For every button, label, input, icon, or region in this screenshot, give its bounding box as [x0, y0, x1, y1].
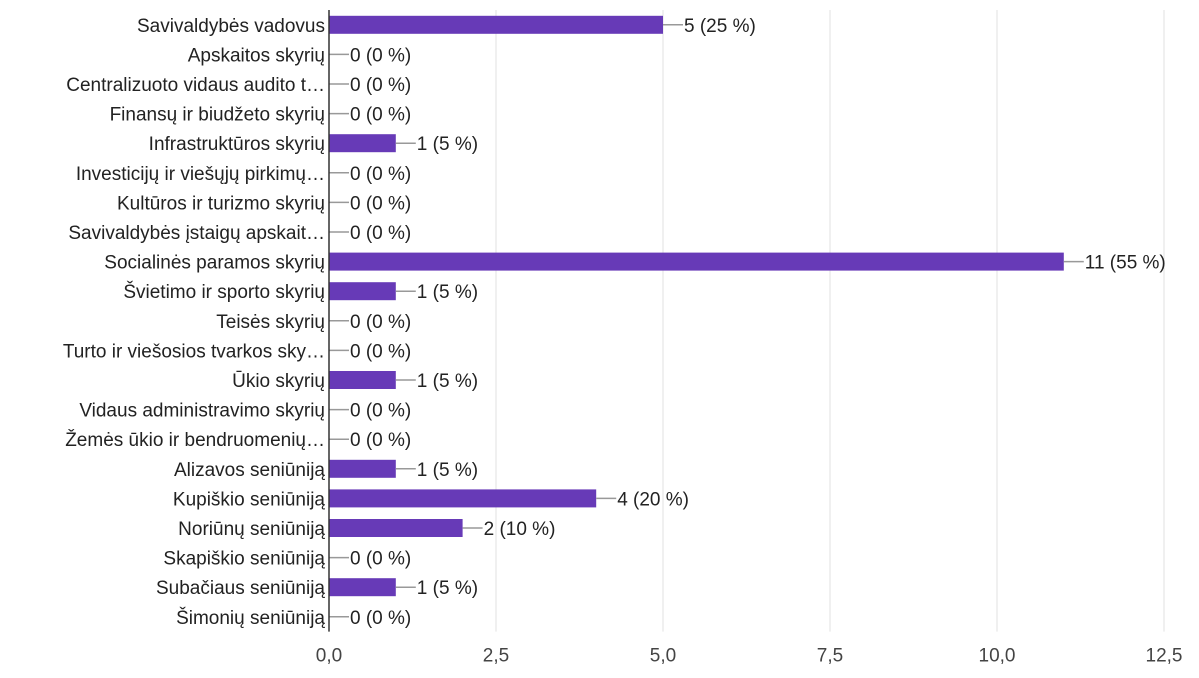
category-label: Infrastruktūros skyrių: [149, 134, 325, 155]
category-label: Socialinės paramos skyrių: [104, 253, 325, 274]
value-label: 2 (10 %): [484, 519, 556, 540]
bar: [329, 489, 597, 508]
value-label: 11 (55 %): [1085, 253, 1166, 274]
category-label: Kupiškio seniūniją: [173, 489, 326, 510]
value-label: 0 (0 %): [350, 549, 411, 570]
category-label: Žemės ūkio ir bendruomenių…: [65, 429, 325, 451]
value-label: 4 (20 %): [617, 489, 689, 510]
value-label: 1 (5 %): [417, 578, 478, 599]
value-label: 0 (0 %): [350, 341, 411, 362]
category-label: Turto ir viešosios tvarkos sky…: [63, 341, 325, 362]
category-label: Kultūros ir turizmo skyrių: [117, 193, 325, 214]
category-label: Švietimo ir sporto skyrių: [123, 281, 325, 303]
value-label: 0 (0 %): [350, 45, 411, 66]
value-label: 0 (0 %): [350, 430, 411, 451]
bar: [329, 282, 396, 301]
value-label: 1 (5 %): [417, 371, 478, 392]
category-label: Subačiaus seniūniją: [156, 578, 325, 599]
value-label: 0 (0 %): [350, 75, 411, 96]
bar: [329, 519, 463, 537]
value-labels: 5 (25 %) 0 (0 %) 0 (0 %) 0 (0 %) 1 (5 %) 0 (0…: [350, 16, 1166, 629]
category-label: Finansų ir biudžeto skyrių: [110, 105, 325, 126]
value-label: 1 (5 %): [417, 460, 478, 481]
bar: [329, 371, 396, 389]
grid-lines: [495, 10, 1165, 632]
category-label: Teisės skyrių: [216, 312, 325, 333]
value-label: 0 (0 %): [350, 223, 411, 244]
x-tick-label: 2,5: [483, 646, 509, 667]
category-label: Investicijų ir viešųjų pirkimų…: [76, 164, 325, 185]
category-label: Savivaldybės įstaigų apskait…: [68, 223, 325, 244]
category-label: Ūkio skyrių: [232, 371, 325, 392]
category-label: Savivaldybės vadovus: [137, 16, 325, 37]
x-axis-ticks: 0,0 2,5 5,0 7,5 10,0 12,5: [316, 646, 1183, 667]
category-label: Skapiškio seniūniją: [163, 549, 325, 570]
value-label: 0 (0 %): [350, 193, 411, 214]
x-tick-label: 12,5: [1146, 646, 1183, 667]
bar: [329, 578, 396, 597]
category-label: Šimonių seniūniją: [176, 607, 325, 629]
bar: [329, 134, 396, 153]
x-tick-label: 5,0: [650, 646, 676, 667]
value-label: 0 (0 %): [350, 608, 411, 629]
value-label: 1 (5 %): [417, 134, 478, 155]
value-label: 1 (5 %): [417, 282, 478, 303]
bar: [329, 252, 1064, 271]
value-label: 0 (0 %): [350, 105, 411, 126]
x-tick-label: 0,0: [316, 646, 342, 667]
value-label: 0 (0 %): [350, 401, 411, 422]
value-label: 0 (0 %): [350, 312, 411, 333]
category-labels: Savivaldybės vadovus Apskaitos skyrių Cent…: [63, 16, 326, 629]
value-label: 0 (0 %): [350, 164, 411, 185]
category-label: Alizavos seniūniją: [174, 460, 325, 481]
category-label: Apskaitos skyrių: [188, 45, 325, 66]
bar: [329, 459, 396, 478]
category-label: Vidaus administravimo skyrių: [79, 401, 325, 422]
value-label: 5 (25 %): [684, 16, 756, 37]
category-label: Noriūnų seniūniją: [178, 519, 325, 540]
bar: [329, 15, 663, 34]
x-tick-label: 7,5: [817, 646, 843, 667]
category-label: Centralizuoto vidaus audito t…: [66, 75, 325, 96]
x-tick-label: 10,0: [979, 646, 1016, 667]
bars: [329, 15, 1084, 618]
